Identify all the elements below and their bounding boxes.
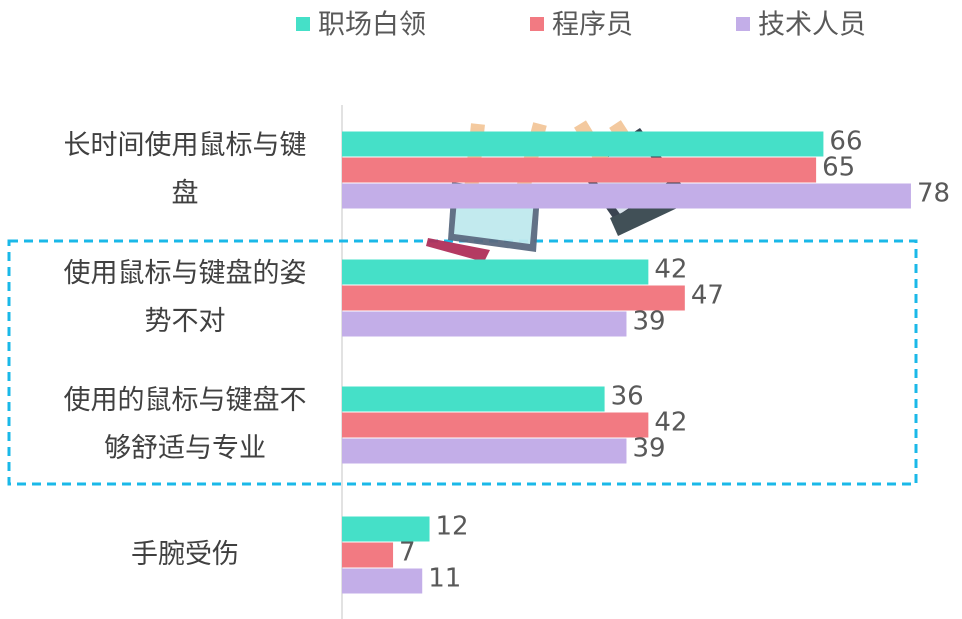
bar [342, 387, 605, 412]
value-label: 42 [654, 255, 687, 285]
value-label: 78 [917, 179, 950, 209]
legend-label: 程序员 [552, 10, 633, 41]
bar [342, 439, 626, 464]
category-label: 使用的鼠标与键盘不够舒适与专业 [55, 377, 315, 473]
bar [342, 312, 626, 337]
bar [342, 260, 648, 285]
category-label: 使用鼠标与键盘的姿势不对 [55, 250, 315, 346]
value-label: 7 [399, 538, 416, 568]
bar [342, 543, 393, 568]
bar [342, 569, 422, 594]
value-label: 65 [822, 153, 855, 183]
category-label: 长时间使用鼠标与键盘 [55, 122, 315, 218]
legend-swatch [736, 17, 750, 31]
category-label: 手腕受伤 [55, 531, 315, 579]
value-label: 39 [632, 434, 665, 464]
bar [342, 517, 430, 542]
legend-swatch [530, 17, 544, 31]
value-label: 39 [632, 307, 665, 337]
bar [342, 158, 816, 183]
value-label: 36 [611, 382, 644, 412]
value-label: 11 [428, 564, 461, 594]
bar [342, 132, 823, 157]
value-label: 12 [436, 512, 469, 542]
value-label: 47 [691, 281, 724, 311]
legend-label: 职场白领 [318, 10, 426, 41]
bar [342, 413, 648, 438]
chart: 职场白领程序员技术人员66657842473936423912711 长时间使用… [0, 0, 962, 619]
bar [342, 184, 911, 209]
legend-label: 技术人员 [758, 10, 866, 41]
legend-swatch [296, 17, 310, 31]
